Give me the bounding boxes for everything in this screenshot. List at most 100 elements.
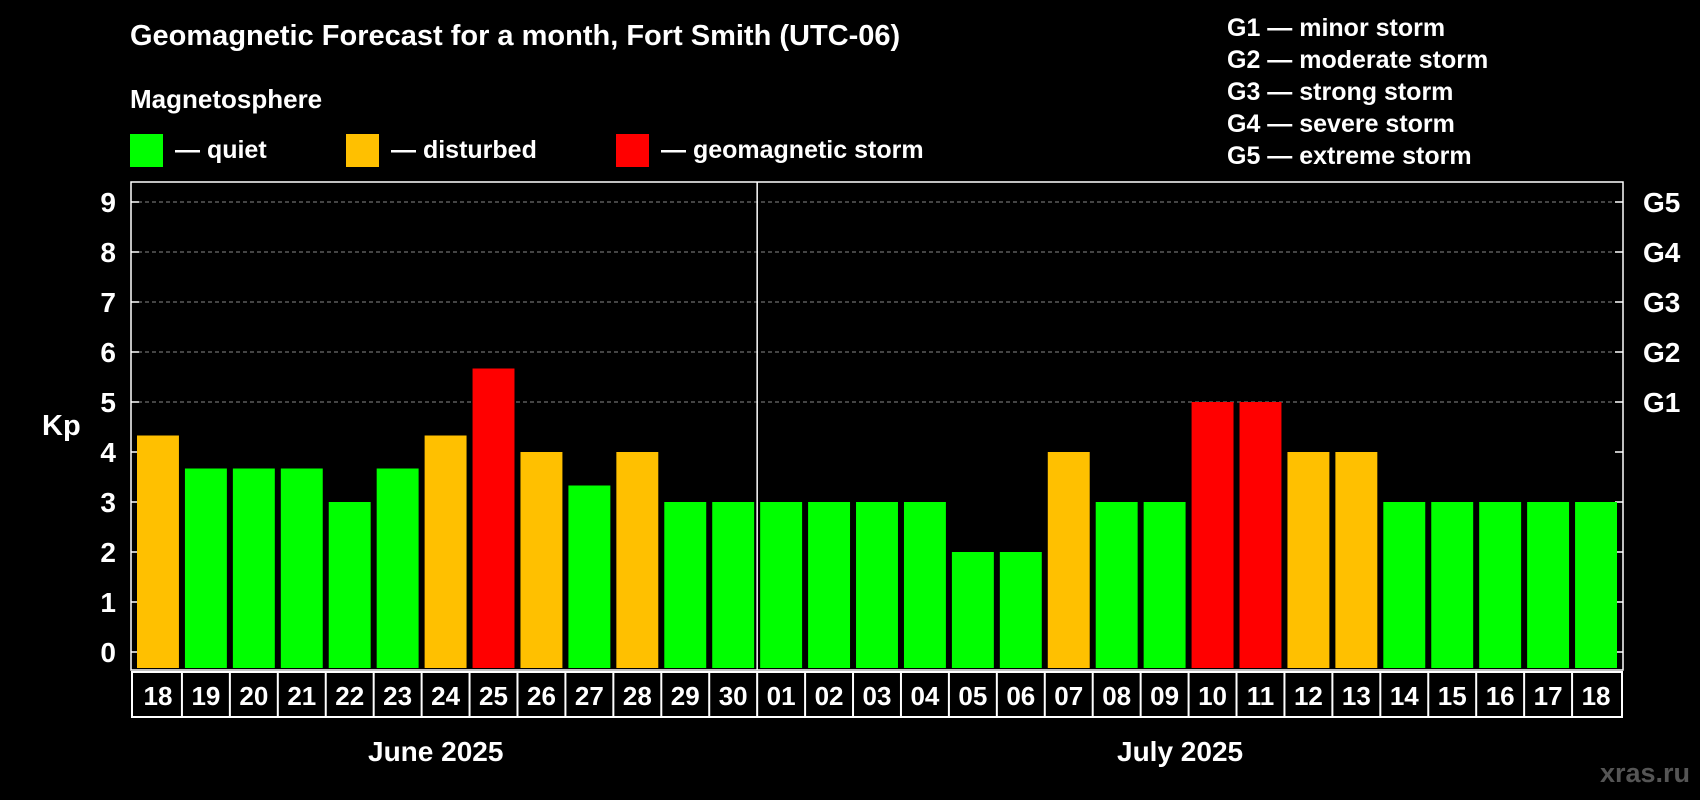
y-tick-label: 9 [100, 187, 116, 218]
x-tick-label: 10 [1198, 681, 1227, 711]
kp-bar [520, 452, 563, 668]
x-tick-label: 14 [1390, 681, 1419, 711]
x-tick-label: 03 [863, 681, 892, 711]
kp-bar [137, 435, 179, 668]
y-tick-label: 0 [100, 637, 116, 668]
g-tick-label: G5 [1643, 187, 1680, 218]
x-tick-label: 21 [287, 681, 316, 711]
y-tick-label: 7 [100, 287, 116, 318]
x-tick-label: 15 [1438, 681, 1467, 711]
watermark: xras.ru [1599, 758, 1690, 788]
x-tick-label: 06 [1006, 681, 1035, 711]
legend-quiet-swatch [130, 134, 163, 167]
legend-disturbed-swatch [346, 134, 379, 167]
kp-bar [664, 502, 707, 668]
x-tick-label: 22 [335, 681, 364, 711]
kp-bar [1479, 502, 1522, 668]
x-tick-label: 25 [479, 681, 508, 711]
x-tick-label: 28 [623, 681, 652, 711]
y-tick-label: 8 [100, 237, 116, 268]
g-tick-label: G4 [1643, 237, 1681, 268]
plot-frame [130, 181, 1624, 671]
x-tick-label: 09 [1150, 681, 1179, 711]
kp-bar [280, 468, 323, 668]
kp-bar [424, 435, 467, 668]
y-tick-label: 1 [100, 587, 116, 618]
kp-bar [1335, 452, 1378, 668]
kp-bar [1047, 452, 1090, 668]
magnetosphere-heading: Magnetosphere [130, 84, 323, 114]
kp-bar [232, 468, 275, 668]
x-tick-label: 20 [239, 681, 268, 711]
x-tick-label: 29 [671, 681, 700, 711]
kp-bar [328, 502, 371, 668]
kp-bar [376, 468, 419, 668]
g-tick-label: G3 [1643, 287, 1680, 318]
kp-bar [1575, 502, 1617, 668]
x-tick-label: 18 [1582, 681, 1611, 711]
y-tick-label: 6 [100, 337, 116, 368]
x-tick-label: 18 [144, 681, 173, 711]
kp-bar [1191, 402, 1234, 668]
x-tick-label: 01 [767, 681, 796, 711]
legend-storm-swatch [616, 134, 649, 167]
x-tick-label: 04 [910, 681, 939, 711]
kp-bar [1239, 402, 1282, 668]
g-scale-legend: G1 — minor storm G2 — moderate storm G3 … [1227, 12, 1488, 172]
g-scale-item: G4 — severe storm [1227, 110, 1455, 138]
x-tick-label: 05 [958, 681, 987, 711]
month-label-june: June 2025 [368, 736, 504, 767]
g-tick-label: G2 [1643, 337, 1680, 368]
kp-bar [1143, 502, 1186, 668]
x-tick-label: 19 [191, 681, 220, 711]
kp-bar [760, 502, 803, 668]
y-tick-label: 3 [100, 487, 116, 518]
chart-title: Geomagnetic Forecast for a month, Fort S… [130, 20, 901, 52]
y-tick-label: 4 [100, 437, 116, 468]
kp-bar [903, 502, 946, 668]
g-scale-item: G2 — moderate storm [1227, 46, 1489, 74]
legend-quiet: — quiet [130, 134, 267, 167]
g-scale-item: G3 — strong storm [1227, 78, 1454, 106]
kp-bar [856, 502, 898, 668]
kp-bar [184, 468, 227, 668]
x-tick-label: 08 [1102, 681, 1131, 711]
x-tick-label: 07 [1054, 681, 1083, 711]
month-label-july: July 2025 [1117, 736, 1244, 767]
kp-bar [472, 368, 515, 668]
kp-bar [568, 485, 611, 668]
y-tick-label: 2 [100, 537, 116, 568]
g-scale-item: G1 — minor storm [1227, 14, 1446, 42]
legend-storm-label: — geomagnetic storm [661, 136, 924, 164]
y-tick-label: 5 [100, 387, 116, 418]
date-row-frame [131, 671, 1623, 718]
kp-bar [1527, 502, 1570, 668]
x-tick-label: 23 [383, 681, 412, 711]
x-tick-label: 27 [575, 681, 604, 711]
legend-quiet-label: — quiet [175, 136, 267, 164]
x-tick-label: 17 [1534, 681, 1563, 711]
kp-bar [1287, 452, 1330, 668]
kp-bar [1431, 502, 1474, 668]
x-tick-label: 13 [1342, 681, 1371, 711]
kp-bar [808, 502, 851, 668]
kp-bar [712, 502, 755, 668]
legend-storm: — geomagnetic storm [616, 134, 924, 167]
kp-bar [1383, 502, 1426, 668]
y-axis-label: Kp [42, 410, 81, 442]
x-tick-label: 24 [431, 681, 460, 711]
x-tick-label: 16 [1486, 681, 1515, 711]
x-tick-label: 26 [527, 681, 556, 711]
kp-bar [1095, 502, 1138, 668]
legend-disturbed-label: — disturbed [391, 136, 537, 164]
legend-disturbed: — disturbed [346, 134, 537, 167]
g-tick-label: G1 [1643, 387, 1680, 418]
x-tick-label: 12 [1294, 681, 1323, 711]
kp-bar [951, 552, 994, 668]
g-scale-item: G5 — extreme storm [1227, 142, 1472, 170]
kp-bar [999, 552, 1042, 668]
x-tick-label: 02 [815, 681, 844, 711]
kp-bar [616, 452, 659, 668]
x-tick-label: 11 [1247, 681, 1275, 711]
